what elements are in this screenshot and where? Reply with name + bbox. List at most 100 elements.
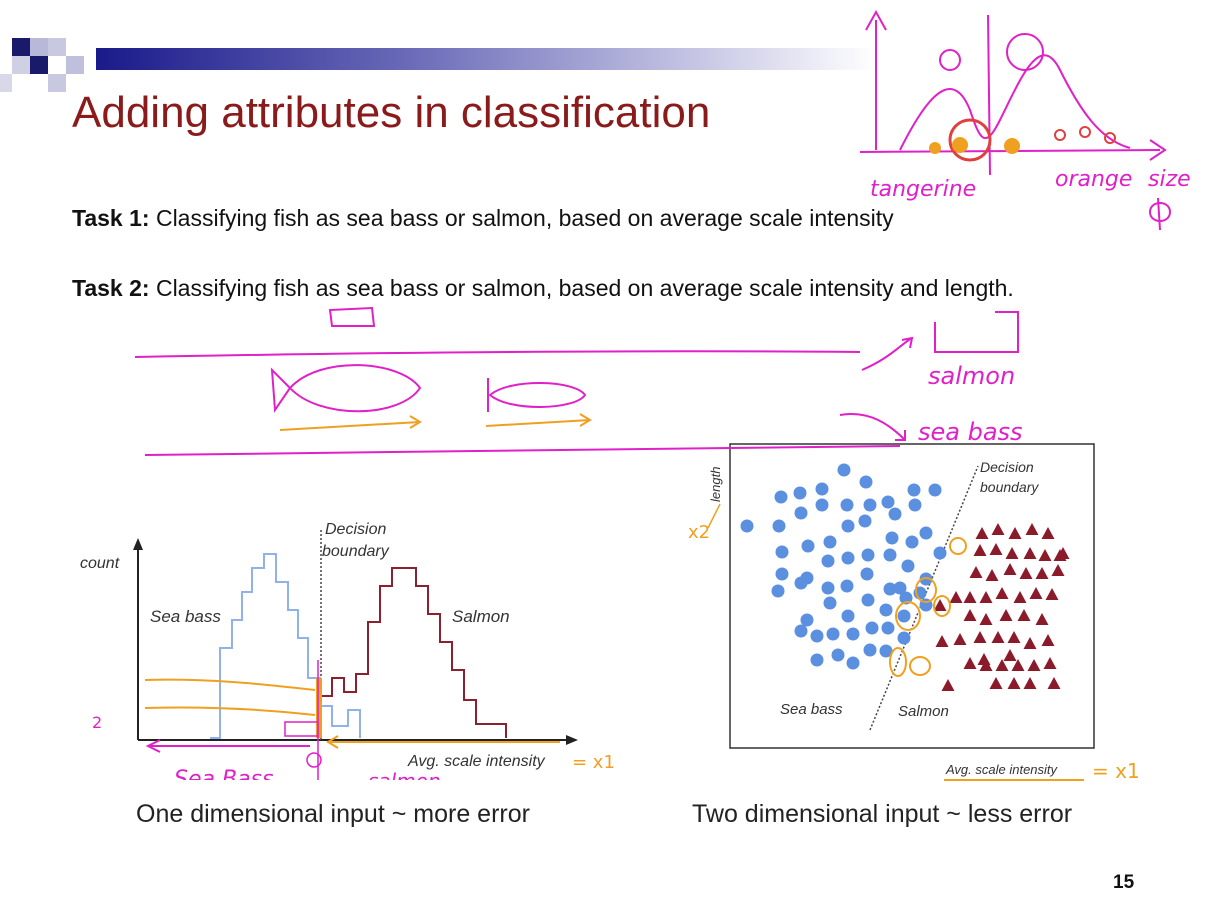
task-2: Task 2: Classifying fish as sea bass or … [72, 272, 1132, 304]
salmon-point [973, 631, 987, 643]
title-bar [96, 48, 876, 70]
orange-error-circle [933, 595, 951, 617]
orange-arrow-head [326, 735, 339, 749]
decision-boundary-line [869, 465, 979, 731]
x-axis-label: Avg. scale intensity [407, 753, 546, 770]
seabass-point [840, 498, 854, 512]
seabass-point [772, 519, 786, 533]
seabass-point [841, 551, 855, 565]
salmon-point [1053, 549, 1067, 561]
salmon-point [963, 609, 977, 621]
salmon-point [979, 659, 993, 671]
deco-square [30, 38, 48, 56]
sketch-dot [1054, 129, 1066, 141]
salmon-point [1023, 547, 1037, 559]
orange-error-circle [895, 601, 921, 631]
task-1-label: Task 1: [72, 205, 150, 231]
sketch-x-arrow [1149, 139, 1167, 161]
x-axis-label: Avg. scale intensity [945, 762, 1059, 777]
seabass-point [793, 486, 807, 500]
salmon-point [1007, 631, 1021, 643]
salmon-arrow [861, 336, 914, 371]
x2-note: x2 [688, 522, 710, 543]
salmon-point [1023, 637, 1037, 649]
salmon-point [1041, 527, 1055, 539]
salmon-point [1041, 634, 1055, 646]
task-1-text: Classifying fish as sea bass or salmon, … [155, 205, 894, 231]
slide-title: Adding attributes in classification [72, 88, 711, 137]
sketch-label-orange: orange [1055, 167, 1132, 192]
seabass-point [905, 535, 919, 549]
salmon-point [991, 631, 1005, 643]
salmon-point [1017, 609, 1031, 621]
deco-square [66, 56, 84, 74]
seabass-point [794, 506, 808, 520]
boundary-label-2: boundary [980, 479, 1039, 495]
fish-length-arrow [279, 415, 422, 431]
salmon-point [991, 523, 1005, 535]
seabass-point [933, 546, 947, 560]
salmon-point [979, 591, 993, 603]
y-axis-arrow [133, 538, 143, 550]
salmon-point [933, 599, 947, 611]
seabass-point [919, 526, 933, 540]
right-caption: Two dimensional input ~ less error [692, 800, 1073, 828]
sketch-label-size: size [1148, 167, 1191, 192]
fish-length-arrow [485, 413, 592, 427]
seabass-point [860, 567, 874, 581]
deco-square [12, 56, 30, 74]
divider-line-bottom [144, 445, 901, 456]
scatter-frame [729, 443, 1095, 749]
deco-square [48, 38, 66, 56]
salmon-point [1035, 613, 1049, 625]
class-b-label: Salmon [452, 607, 510, 626]
orange-error-circle [949, 537, 967, 555]
salmon-point [1011, 659, 1025, 671]
salmon-point [1047, 677, 1061, 689]
seabass-point [879, 644, 893, 658]
seabass-point [810, 653, 824, 667]
salmon-point [1035, 567, 1049, 579]
boundary-label-1: Decision [980, 459, 1034, 475]
orange-error-circles [889, 537, 967, 677]
histogram-chart: count Sea bass Salmon Decision boundary … [80, 521, 615, 780]
salmon-point [1045, 588, 1059, 600]
salmon-box-sketch [934, 311, 1019, 353]
sketch-dot [929, 142, 941, 154]
seabass-point [881, 495, 895, 509]
sketch-distribution-curves [899, 54, 1131, 151]
seabass-point [841, 609, 855, 623]
orange-annotation-stroke [144, 678, 316, 691]
y-axis-label: length [708, 467, 723, 502]
seabass-point [859, 475, 873, 489]
sketch-y-arrow [865, 9, 887, 31]
seabass-point [771, 584, 785, 598]
salmon-handwriting: salmon [928, 362, 1015, 390]
orange-error-circle [909, 656, 931, 676]
seabass-point [885, 531, 899, 545]
seabass-point [815, 498, 829, 512]
salmon-point [935, 635, 949, 647]
count-note: 2 [92, 713, 102, 732]
seabass-point [821, 554, 835, 568]
salmon-point [1003, 649, 1017, 661]
seabass-point [888, 507, 902, 521]
orange-annotation-stroke [144, 706, 316, 716]
slide-corner-decoration [0, 38, 84, 92]
seabass-point [861, 548, 875, 562]
seabass-point [801, 539, 815, 553]
salmon-point [975, 527, 989, 539]
seabass-point [861, 593, 875, 607]
seabass-point [775, 567, 789, 581]
divider-line-top [134, 350, 861, 358]
salmon-point [1051, 564, 1065, 576]
seabass-point [823, 535, 837, 549]
seabass-point [881, 621, 895, 635]
sketch-dot [1004, 138, 1020, 154]
deco-square [48, 74, 66, 92]
sketch-overlap-blob [948, 118, 992, 162]
sketch-label-tangerine: tangerine [870, 177, 976, 202]
seabass-point [840, 579, 854, 593]
seabass-point [837, 463, 851, 477]
